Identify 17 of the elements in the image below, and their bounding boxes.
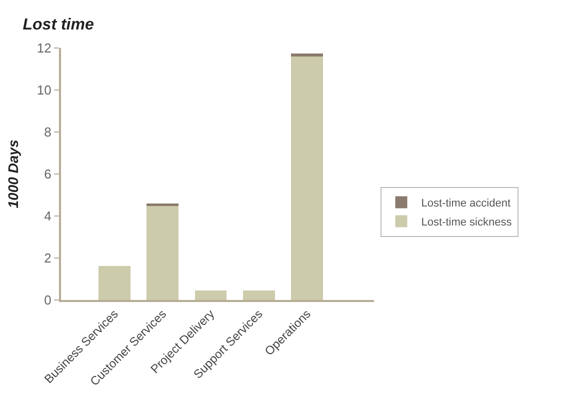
- chart-title: Lost time: [22, 16, 94, 34]
- bar: [243, 290, 275, 300]
- y-tick-label: 10: [36, 82, 52, 98]
- y-tick-label: 2: [44, 250, 52, 266]
- bar: [291, 56, 323, 300]
- y-tick-label: 6: [44, 166, 52, 182]
- bar: [98, 266, 130, 300]
- legend-label: Lost-time accident: [421, 198, 511, 210]
- y-tick-label: 12: [36, 40, 52, 56]
- bar: [194, 290, 227, 300]
- y-tick-label: 4: [44, 208, 52, 224]
- legend-label: Lost-time sickness: [421, 216, 512, 229]
- bar: [146, 205, 178, 300]
- y-axis-title: 1000 Days: [5, 140, 22, 208]
- bar: [291, 54, 323, 57]
- y-tick-label: 0: [44, 292, 52, 308]
- y-tick-label: 8: [44, 124, 52, 140]
